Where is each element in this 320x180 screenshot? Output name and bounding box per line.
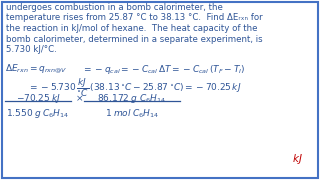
- Text: $\times$: $\times$: [75, 94, 83, 103]
- FancyBboxPatch shape: [2, 2, 318, 178]
- Text: $1\;mol\;C_6H_{14}$: $1\;mol\;C_6H_{14}$: [105, 107, 159, 120]
- Text: 5.730 kJ/°C.: 5.730 kJ/°C.: [6, 45, 57, 54]
- Text: $= -q_{cal} = -C_{cal}\,\Delta T = -C_{cal}\,(T_F - T_I)$: $= -q_{cal} = -C_{cal}\,\Delta T = -C_{c…: [82, 63, 245, 76]
- Text: $\Delta E_{rxn}= q_{rxn@V}$: $\Delta E_{rxn}= q_{rxn@V}$: [5, 63, 68, 75]
- Text: $1.550\;g\;C_6H_{14}$: $1.550\;g\;C_6H_{14}$: [6, 107, 70, 120]
- Text: bomb calorimeter, determined in a separate experiment, is: bomb calorimeter, determined in a separa…: [6, 35, 263, 44]
- Text: the reaction in kJ/mol of hexane.  The heat capacity of the: the reaction in kJ/mol of hexane. The he…: [6, 24, 258, 33]
- Text: $-70.25\;kJ$: $-70.25\;kJ$: [16, 92, 60, 105]
- Text: undergoes combustion in a bomb calorimeter, the: undergoes combustion in a bomb calorimet…: [6, 3, 223, 12]
- Text: temperature rises from 25.87 °C to 38.13 °C.  Find ΔEᵣₓₙ for: temperature rises from 25.87 °C to 38.13…: [6, 14, 263, 22]
- Text: $= -5.730\,\dfrac{kJ}{{}^{\circ}C}\,(38.13\,{}^{\circ}C - 25.87\,{}^{\circ}C) = : $= -5.730\,\dfrac{kJ}{{}^{\circ}C}\,(38.…: [28, 76, 242, 99]
- Text: $86.172\;g\;C_6H_{14}$: $86.172\;g\;C_6H_{14}$: [98, 92, 166, 105]
- Text: $kJ$: $kJ$: [292, 152, 303, 166]
